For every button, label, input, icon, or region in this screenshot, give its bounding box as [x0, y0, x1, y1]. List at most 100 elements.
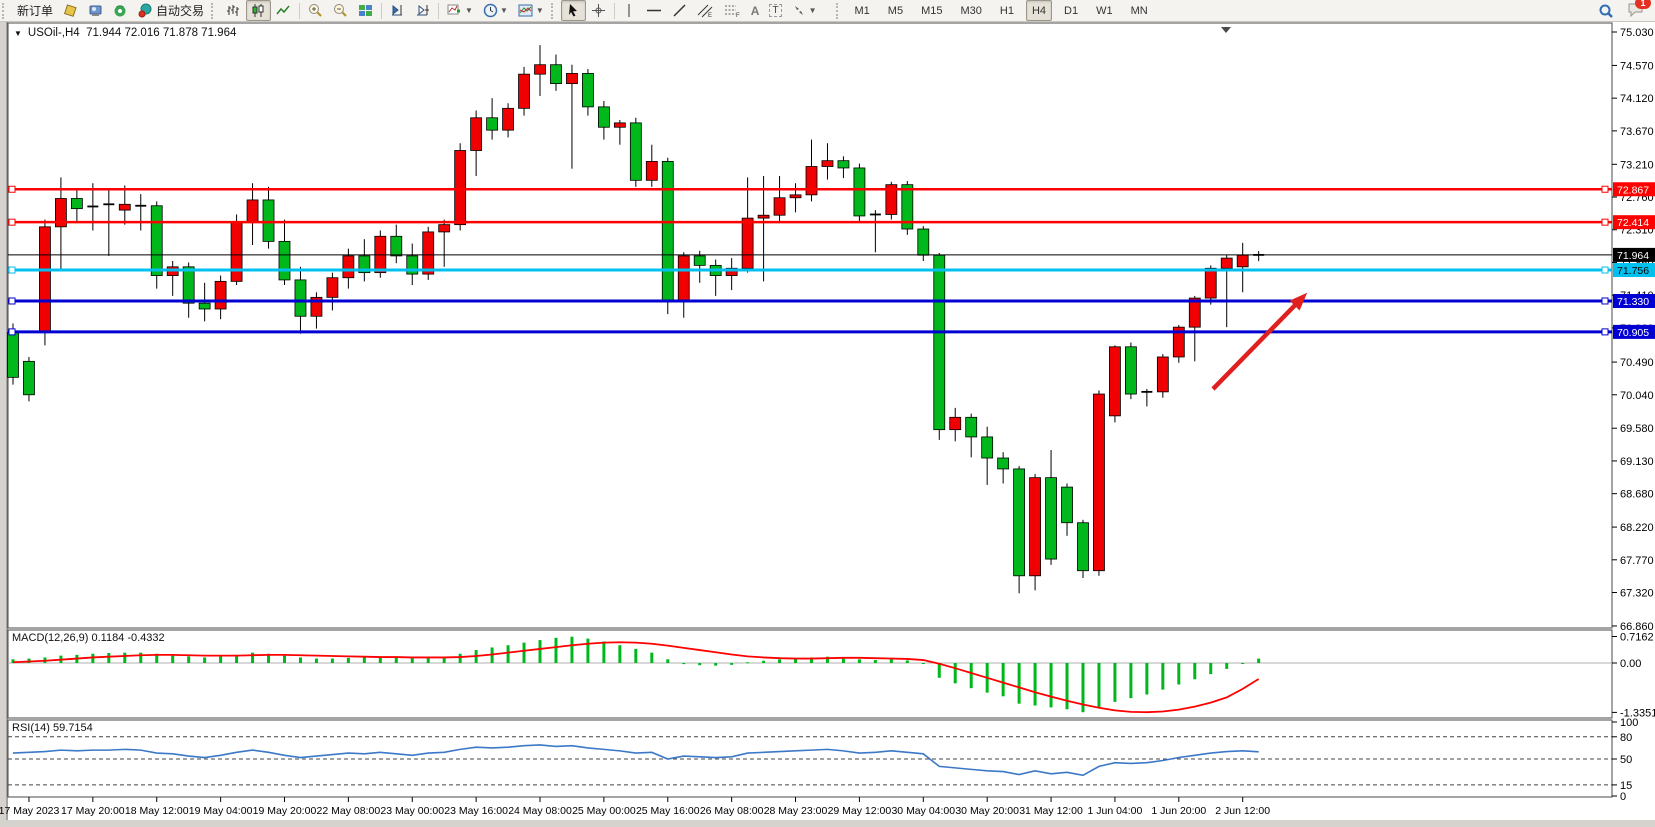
price-axis-label: 68.680: [1620, 489, 1654, 501]
macd-panel: [7, 629, 1613, 719]
fibonacci-tool-button[interactable]: F: [719, 0, 746, 21]
time-axis-label: 30 May 20:00: [955, 805, 1019, 817]
trend-arrow[interactable]: [1211, 302, 1298, 391]
text-label-icon: T: [769, 4, 782, 17]
hline-handle[interactable]: [8, 266, 16, 274]
cursor-tool-button[interactable]: [560, 0, 586, 21]
candle-body: [150, 205, 163, 276]
macd-bar: [841, 657, 845, 663]
timeframe-button-m1[interactable]: M1: [854, 4, 870, 17]
timeframe-button-d1[interactable]: D1: [1064, 4, 1079, 17]
chart-shift-icon: [415, 3, 430, 18]
time-axis-label: 23 May 00:00: [380, 805, 444, 817]
candle-body: [214, 280, 227, 310]
toolbar-separator: [438, 2, 440, 19]
periods-button[interactable]: ▼: [478, 0, 513, 21]
macd-bar: [187, 656, 191, 663]
clock-icon: [483, 3, 498, 18]
price-axis-label: 69.580: [1620, 423, 1654, 435]
hline-handle[interactable]: [8, 328, 16, 336]
hline-handle[interactable]: [1601, 328, 1609, 336]
candle-body: [118, 203, 131, 211]
time-axis-label: 25 May 16:00: [636, 805, 700, 817]
candle-body: [198, 302, 211, 310]
macd-bar: [1161, 663, 1165, 690]
macd-bar: [346, 657, 350, 663]
auto-trading-button[interactable]: 自动交易: [133, 0, 209, 21]
macd-bar: [1257, 658, 1261, 663]
hline-handle[interactable]: [8, 297, 16, 305]
timeframe-button-m15[interactable]: M15: [921, 4, 943, 17]
hline-handle[interactable]: [8, 218, 16, 226]
chart-window-button[interactable]: [58, 0, 83, 21]
zoom-out-button[interactable]: [328, 0, 353, 21]
macd-bar: [1113, 663, 1117, 702]
hline-handle[interactable]: [1601, 218, 1609, 226]
macd-bar: [714, 663, 718, 666]
hline-handle[interactable]: [1601, 185, 1609, 193]
macd-bar: [1001, 663, 1005, 697]
hline-handle[interactable]: [1601, 266, 1609, 274]
candle-body: [1045, 477, 1057, 560]
candle-body: [39, 226, 51, 333]
timeframe-button-h1[interactable]: H1: [999, 4, 1014, 17]
text-tool-button[interactable]: A: [746, 0, 765, 21]
zoom-in-button[interactable]: [303, 0, 328, 21]
auto-scroll-button[interactable]: [385, 0, 410, 21]
candle-body: [23, 360, 35, 396]
price-axis-label: 70.040: [1620, 390, 1654, 402]
templates-button[interactable]: ▼: [513, 0, 549, 21]
hline-handle[interactable]: [1601, 297, 1609, 305]
candle-body: [773, 197, 786, 216]
timeframe-button-m5[interactable]: M5: [887, 4, 904, 17]
candle-body: [677, 255, 690, 303]
text-label-tool-button[interactable]: T: [764, 0, 786, 21]
candlestick-chart-button[interactable]: [246, 0, 272, 21]
macd-bar: [794, 658, 798, 663]
market-watch-button[interactable]: [83, 0, 108, 21]
candle-body: [502, 107, 514, 131]
macd-bar: [889, 659, 893, 663]
macd-bar: [698, 663, 702, 666]
candle-body: [1236, 254, 1249, 268]
hline-handle[interactable]: [8, 185, 16, 193]
candle-body: [933, 254, 946, 431]
chart-shift-button[interactable]: [410, 0, 435, 21]
macd-bar: [362, 657, 366, 663]
trendline-tool-button[interactable]: [667, 0, 692, 21]
timeframe-button-w1[interactable]: W1: [1096, 4, 1113, 17]
timeframe-button-m30[interactable]: M30: [960, 4, 982, 17]
zoom-out-icon: [333, 3, 348, 18]
horizontal-line-tool-button[interactable]: [641, 0, 667, 21]
auto-trading-label: 自动交易: [156, 4, 205, 18]
macd-bar: [746, 662, 750, 664]
timeframe-button-mn[interactable]: MN: [1130, 4, 1148, 17]
hline-price-tag-label: 71.330: [1617, 296, 1649, 308]
candle-body: [821, 160, 834, 167]
vertical-line-tool-button[interactable]: [618, 0, 641, 21]
rsi-axis-label: 15: [1620, 780, 1632, 792]
indicators-button[interactable]: ▼: [442, 0, 478, 21]
tile-windows-button[interactable]: [353, 0, 378, 21]
candle-body: [454, 150, 467, 226]
candle-body: [1156, 356, 1169, 393]
macd-axis-label: 0.00: [1620, 658, 1641, 670]
bar-chart-button[interactable]: [221, 0, 246, 21]
chart-shift-marker[interactable]: [1221, 27, 1231, 33]
search-button[interactable]: [1593, 0, 1619, 21]
equidistant-channel-tool-button[interactable]: E: [692, 0, 719, 21]
macd-bar: [730, 663, 734, 665]
signals-button[interactable]: [108, 0, 133, 21]
notifications-button[interactable]: 1: [1627, 0, 1651, 20]
new-order-button[interactable]: 新订单: [12, 0, 58, 21]
macd-bar: [458, 653, 462, 663]
candle-body: [1093, 393, 1105, 572]
line-chart-button[interactable]: [271, 0, 296, 21]
svg-text:F: F: [736, 13, 740, 18]
candle-body: [534, 64, 546, 75]
crosshair-tool-button[interactable]: [586, 0, 611, 21]
arrows-tool-button[interactable]: ▼: [787, 0, 822, 21]
timeframe-button-h4[interactable]: H4: [1025, 0, 1052, 21]
hline-price-tag: [1613, 324, 1655, 339]
candle-body: [1029, 477, 1041, 577]
